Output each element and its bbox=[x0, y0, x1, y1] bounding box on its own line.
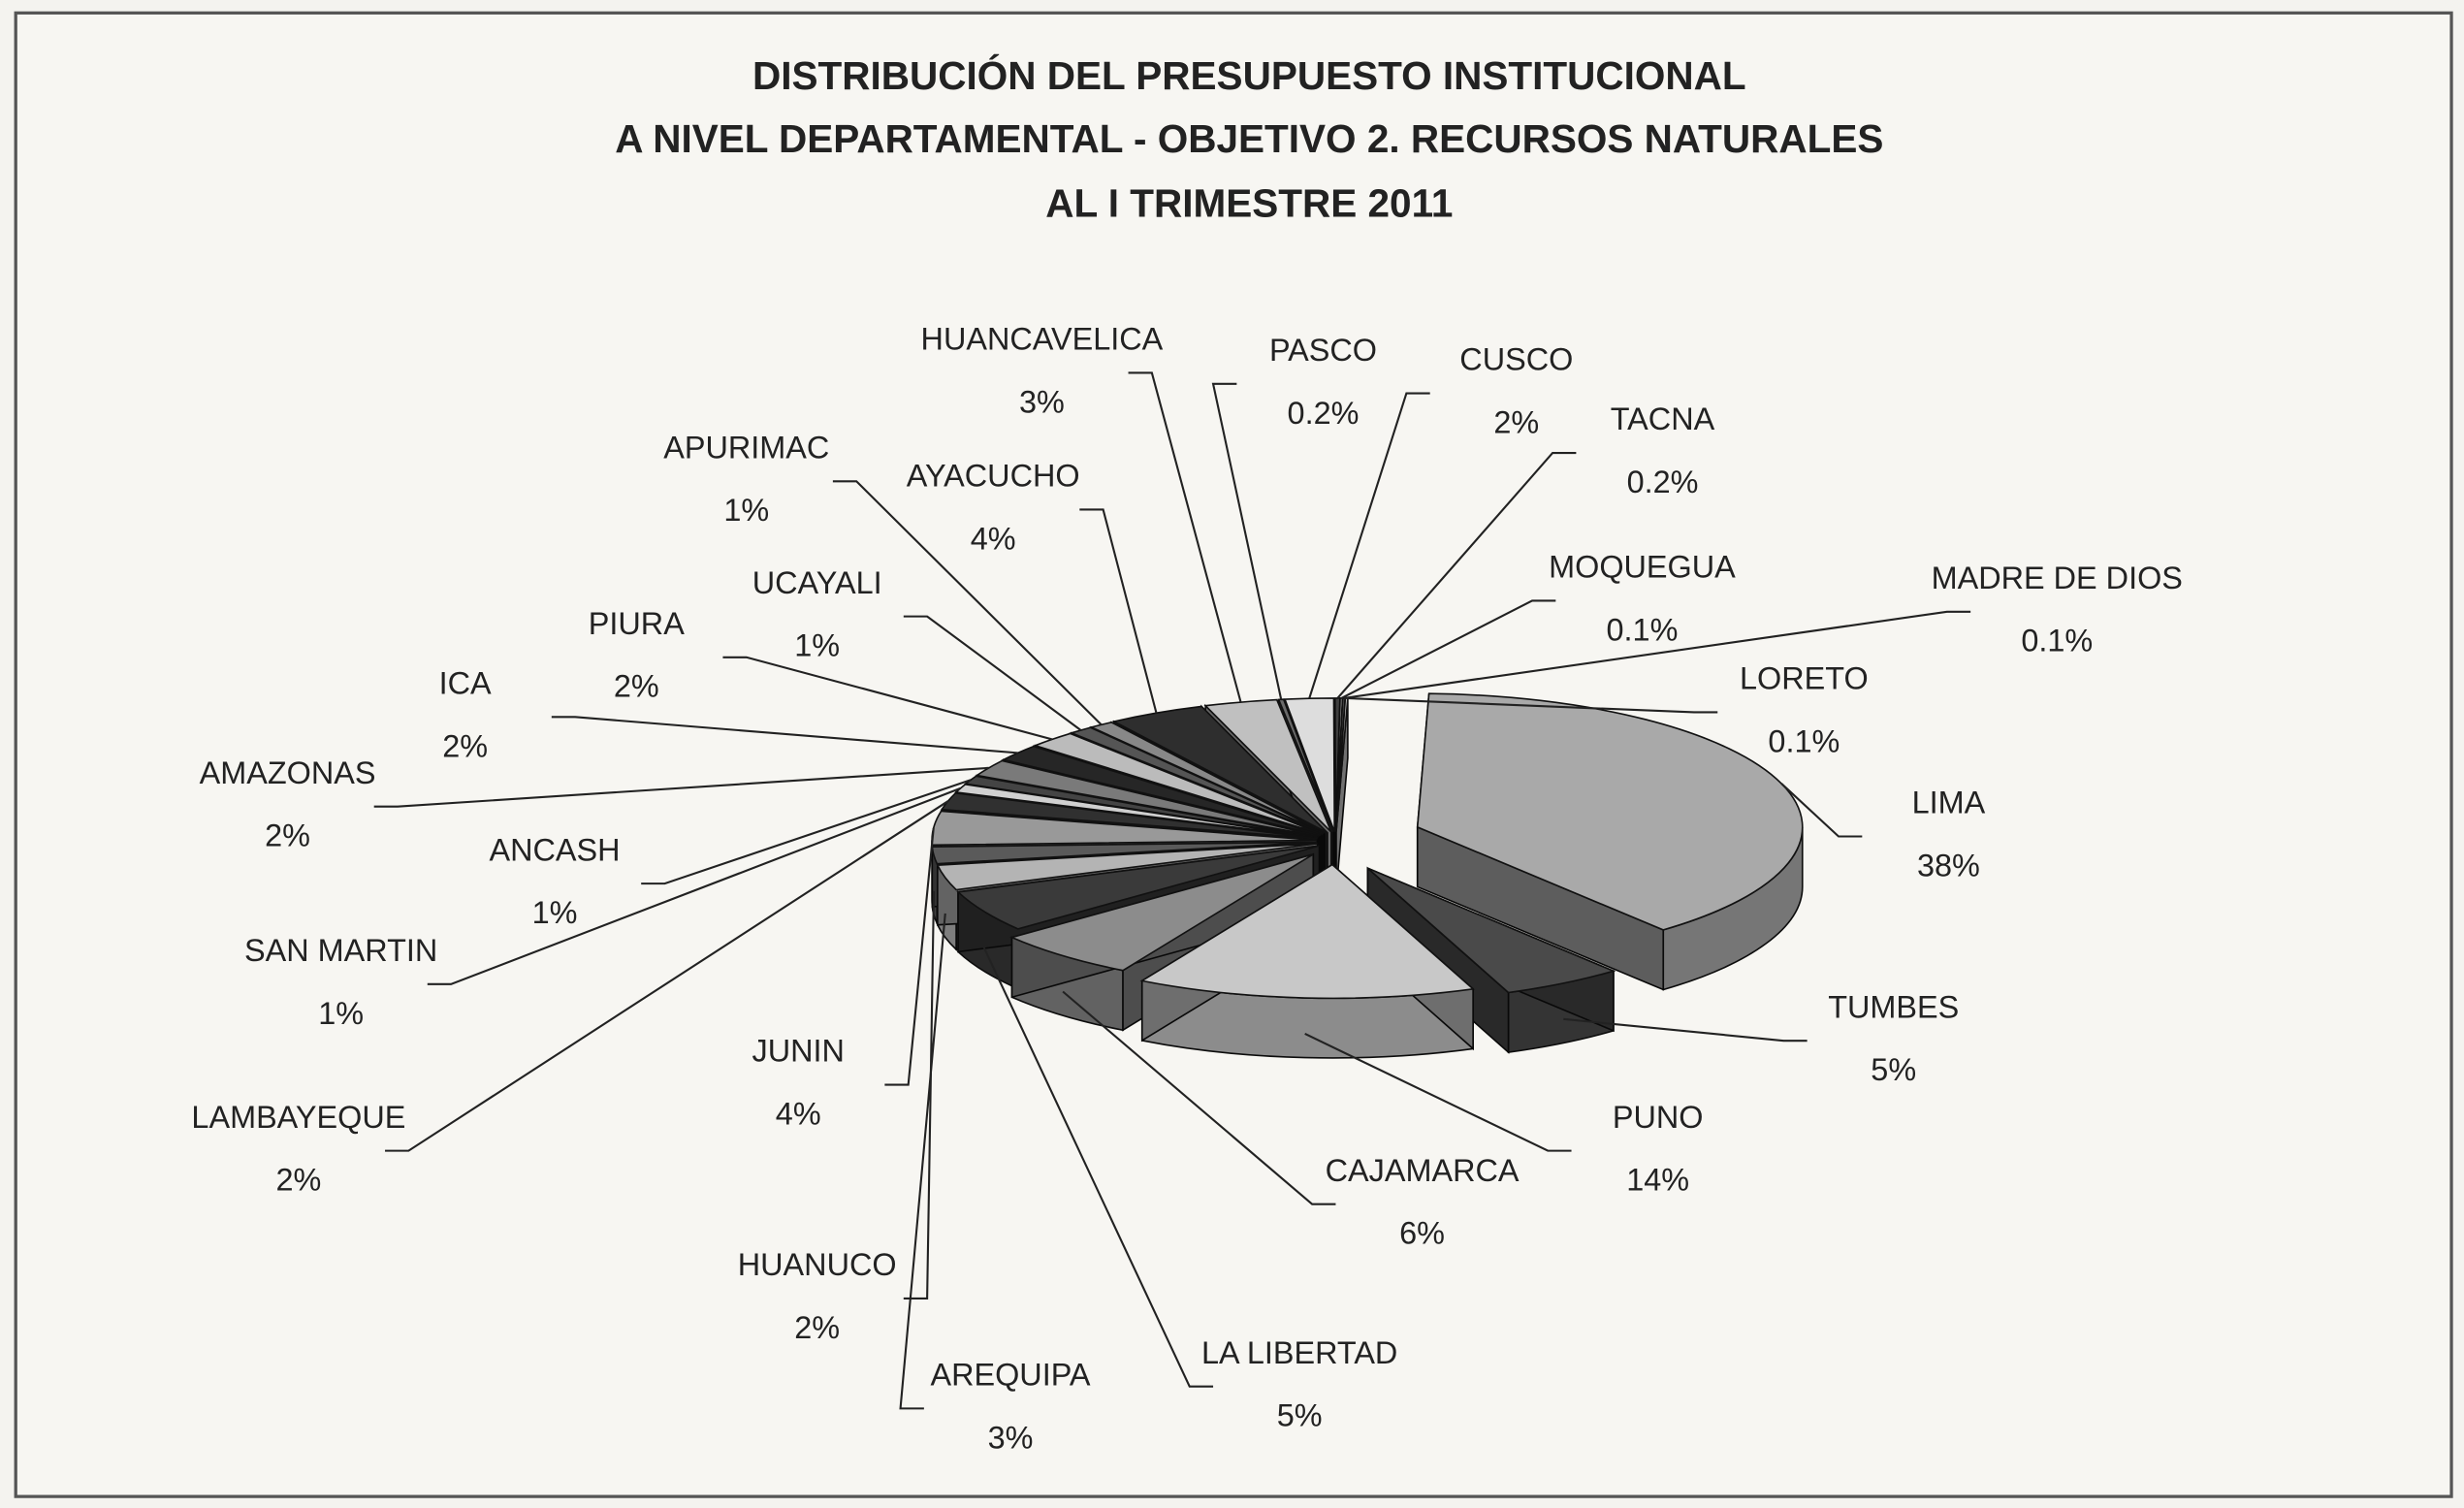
value-label: 0.1% bbox=[1607, 612, 1679, 647]
value-label: 3% bbox=[988, 1420, 1034, 1455]
slice-label: AYACUCHO bbox=[907, 459, 1080, 494]
slice-label: JUNIN bbox=[752, 1034, 845, 1069]
slice-label: CUSCO bbox=[1459, 342, 1573, 377]
slice-label: AREQUIPA bbox=[930, 1358, 1090, 1393]
value-label: 1% bbox=[318, 996, 364, 1031]
slice-label: APURIMAC bbox=[663, 430, 829, 465]
slice-label: LAMBAYEQUE bbox=[191, 1100, 405, 1135]
slice-label: AMAZONAS bbox=[200, 755, 376, 790]
slice-label: HUANUCO bbox=[738, 1247, 897, 1282]
value-label: 2% bbox=[442, 728, 488, 763]
value-label: 6% bbox=[1399, 1216, 1445, 1251]
slice-label: PUNO bbox=[1613, 1100, 1704, 1135]
slice-label: ANCASH bbox=[490, 832, 621, 867]
value-label: 38% bbox=[1917, 848, 1980, 882]
slice-label: MADRE DE DIOS bbox=[1932, 561, 2183, 595]
value-label: 0.1% bbox=[2021, 624, 2093, 658]
slice-label: TUMBES bbox=[1828, 989, 1959, 1024]
value-label: 4% bbox=[971, 521, 1016, 556]
slice-label: LORETO bbox=[1740, 661, 1869, 696]
value-label: 1% bbox=[723, 493, 769, 528]
slice-label: HUANCAVELICA bbox=[921, 322, 1164, 357]
chart-title: DISTRIBUCIÓN DEL PRESUPUESTO INSTITUCION… bbox=[752, 53, 1746, 98]
slice-label: PIURA bbox=[589, 606, 685, 641]
value-label: 2% bbox=[794, 1310, 840, 1345]
chart-title: A NIVEL DEPARTAMENTAL - OBJETIVO 2. RECU… bbox=[615, 116, 1883, 161]
value-label: 2% bbox=[265, 818, 310, 853]
value-label: 5% bbox=[1871, 1052, 1916, 1087]
value-label: 5% bbox=[1277, 1398, 1323, 1433]
value-label: 2% bbox=[614, 669, 659, 704]
value-label: 2% bbox=[1493, 404, 1539, 439]
chart-title: AL I TRIMESTRE 2011 bbox=[1045, 180, 1453, 225]
value-label: 2% bbox=[275, 1163, 321, 1198]
slice-label: PASCO bbox=[1269, 333, 1377, 368]
slice-label: MOQUEGUA bbox=[1549, 550, 1736, 585]
value-label: 0.2% bbox=[1288, 396, 1360, 431]
slice-label: SAN MARTIN bbox=[244, 933, 437, 968]
value-label: 3% bbox=[1019, 384, 1065, 419]
slice-label: UCAYALI bbox=[752, 565, 882, 600]
slice-label: TACNA bbox=[1611, 401, 1715, 436]
value-label: 0.1% bbox=[1768, 723, 1840, 758]
value-label: 1% bbox=[532, 895, 578, 930]
slice-label: ICA bbox=[439, 666, 492, 701]
slice-label: LA LIBERTAD bbox=[1201, 1335, 1397, 1370]
slice-label: LIMA bbox=[1912, 786, 1986, 820]
value-label: 0.2% bbox=[1627, 465, 1699, 499]
slice-label: CAJAMARCA bbox=[1326, 1153, 1520, 1188]
value-label: 4% bbox=[776, 1097, 821, 1132]
value-label: 1% bbox=[794, 628, 840, 663]
value-label: 14% bbox=[1626, 1163, 1689, 1198]
